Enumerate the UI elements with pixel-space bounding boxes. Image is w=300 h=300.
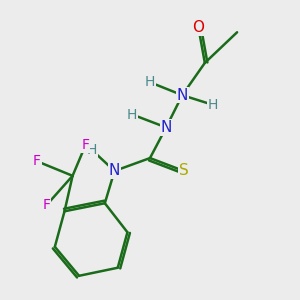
Text: O: O: [192, 20, 204, 35]
Text: H: H: [208, 98, 218, 112]
Text: N: N: [109, 164, 120, 178]
Text: H: H: [127, 107, 137, 122]
Text: H: H: [87, 143, 97, 157]
Text: F: F: [33, 154, 41, 168]
Text: N: N: [160, 120, 172, 135]
Text: N: N: [177, 88, 188, 103]
Text: S: S: [179, 164, 189, 178]
Text: F: F: [43, 198, 51, 212]
Text: H: H: [145, 75, 155, 89]
Text: F: F: [82, 138, 89, 152]
